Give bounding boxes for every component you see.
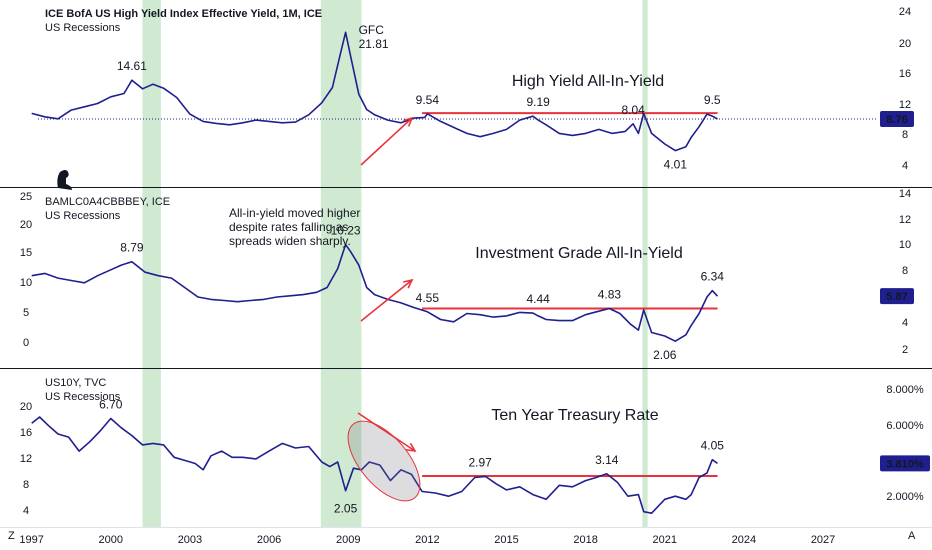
- data-label: 4.05: [701, 439, 725, 453]
- x-tick-label: 2012: [415, 534, 439, 546]
- y-tick-label: 14: [899, 188, 911, 200]
- note-line: spreads widen sharply.: [229, 234, 351, 248]
- arrow-hy-head: [403, 116, 414, 127]
- last-value-text: 8.76: [886, 114, 907, 126]
- data-label: GFC: [359, 23, 385, 37]
- left-tick-label: 4: [23, 505, 29, 517]
- pane-subtitle-2: US Recessions: [45, 391, 121, 403]
- arrow-ust-head: [405, 442, 417, 453]
- pane-subtitle-1: US Recessions: [45, 210, 121, 222]
- data-label: 2.06: [653, 348, 677, 362]
- arrow-hy: [360, 117, 413, 166]
- data-label: 9.54: [416, 93, 440, 107]
- left-tick-label: 20: [20, 401, 32, 413]
- data-label: 6.70: [99, 398, 123, 412]
- data-label: 9.19: [526, 95, 550, 109]
- last-value-badge: [880, 455, 930, 472]
- pane-subtitle-0: US Recessions: [45, 22, 121, 34]
- x-tick-label: 2021: [653, 534, 677, 546]
- gfc-ellipse: [347, 420, 421, 502]
- arrow-ust: [357, 412, 416, 452]
- y-tick-label: 16: [899, 68, 911, 80]
- left-tick-label: 15: [20, 247, 32, 259]
- left-tick-label: 5: [23, 307, 29, 319]
- last-value-badge: [880, 111, 914, 128]
- y-tick-label: 20: [899, 38, 911, 50]
- last-value-badge: [880, 288, 914, 305]
- data-label: 14.61: [117, 59, 147, 73]
- data-label: 8.04: [621, 103, 645, 117]
- data-label: 10.23: [331, 224, 361, 238]
- x-tick-label: 2024: [732, 534, 756, 546]
- data-label: 4.83: [598, 287, 622, 301]
- pane-title-0: ICE BofA US High Yield Index Effective Y…: [45, 8, 322, 20]
- y-tick-label: 8.000%: [886, 384, 924, 396]
- data-label: 4.01: [664, 158, 688, 172]
- recession-band-0: [142, 0, 161, 527]
- y-tick-label: 12: [899, 99, 911, 111]
- data-label: 3.14: [595, 453, 619, 467]
- x-tick-label: 1997: [19, 534, 43, 546]
- arrow-ig-head: [403, 278, 414, 289]
- left-tick-label: 0: [23, 337, 29, 349]
- note-line: despite rates falling as: [229, 220, 348, 234]
- pane-annotation-1: Investment Grade All-In-Yield: [475, 245, 683, 262]
- data-label: 21.81: [359, 37, 389, 51]
- x-tick-label: 2015: [494, 534, 518, 546]
- last-value-text: 3.810%: [886, 458, 924, 470]
- y-tick-label: 10: [899, 239, 911, 251]
- pane-annotation-2: Ten Year Treasury Rate: [491, 407, 658, 424]
- pane-annotation-0: High Yield All-In-Yield: [512, 73, 664, 90]
- recession-band-2: [642, 0, 648, 527]
- y-tick-label: 2: [902, 344, 908, 356]
- y-tick-label: 12: [899, 214, 911, 226]
- series-line-0: [31, 31, 718, 152]
- left-tick-label: 8: [23, 479, 29, 491]
- recession-band-1: [320, 0, 362, 527]
- data-label: 4.55: [416, 291, 440, 305]
- pane-title-2: US10Y, TVC: [45, 377, 106, 389]
- x-tick-label: 2006: [257, 534, 281, 546]
- data-label: 8.79: [120, 241, 144, 255]
- y-tick-label: 8: [902, 265, 908, 277]
- arrow-ig: [360, 279, 413, 322]
- y-tick-label: 4: [902, 317, 908, 329]
- last-value-text: 5.87: [886, 291, 907, 303]
- a-corner-label: A: [908, 530, 916, 542]
- left-tick-label: 12: [20, 453, 32, 465]
- dinosaur-logo-icon: [57, 170, 72, 190]
- series-line-2: [31, 416, 718, 514]
- y-tick-label: 24: [899, 6, 911, 18]
- data-label: 6.34: [701, 270, 725, 284]
- left-tick-label: 25: [20, 191, 32, 203]
- left-tick-label: 10: [20, 277, 32, 289]
- y-tick-label: 6.000%: [886, 420, 924, 432]
- y-tick-label: 8: [902, 129, 908, 141]
- x-tick-label: 2018: [573, 534, 597, 546]
- pane-title-1: BAMLC0A4CBBBEY, ICE: [45, 196, 170, 208]
- x-tick-label: 2027: [811, 534, 835, 546]
- y-tick-label: 2.000%: [886, 491, 924, 503]
- x-tick-label: 2000: [99, 534, 123, 546]
- left-tick-label: 20: [20, 219, 32, 231]
- data-label: 2.97: [468, 455, 492, 469]
- data-label: 9.5: [704, 93, 721, 107]
- left-tick-label: 16: [20, 427, 32, 439]
- x-tick-label: 2003: [178, 534, 202, 546]
- x-tick-label: 2009: [336, 534, 360, 546]
- note-line: All-in-yield moved higher: [229, 206, 360, 220]
- y-tick-label: 4: [902, 160, 908, 172]
- z-corner-label: Z: [8, 530, 15, 542]
- series-line-1: [31, 243, 719, 342]
- data-label: 2.05: [334, 502, 358, 516]
- data-label: 4.44: [526, 292, 550, 306]
